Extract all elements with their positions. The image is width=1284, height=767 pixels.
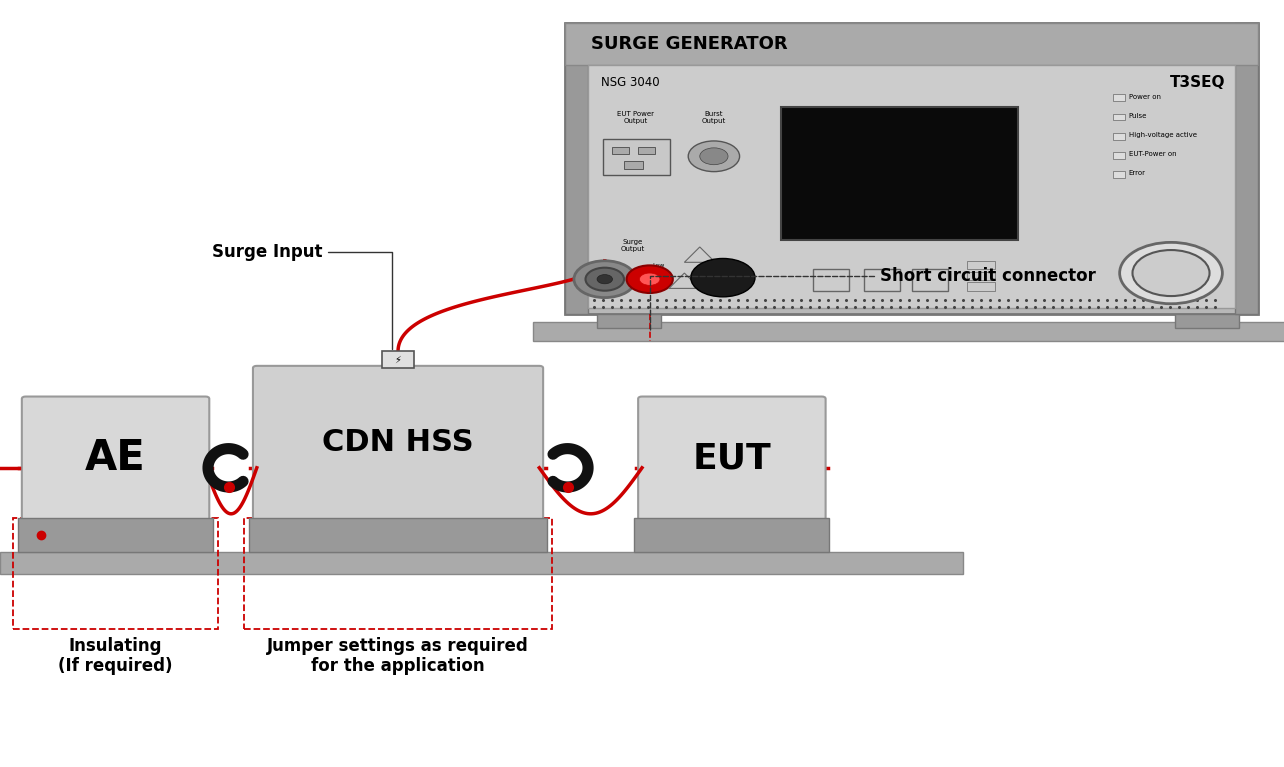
- Bar: [249, 518, 547, 552]
- Bar: [565, 23, 1258, 65]
- Circle shape: [1132, 250, 1210, 296]
- Bar: [18, 518, 213, 552]
- Bar: [244, 518, 552, 629]
- Text: EUT Power
Output: EUT Power Output: [618, 111, 654, 124]
- FancyBboxPatch shape: [638, 397, 826, 520]
- Bar: [597, 314, 661, 328]
- Bar: [1113, 114, 1125, 120]
- Text: High: High: [602, 263, 618, 268]
- Bar: [634, 518, 829, 552]
- Bar: [967, 282, 995, 291]
- Bar: [813, 269, 849, 291]
- Circle shape: [639, 273, 660, 285]
- Text: Pulse: Pulse: [1129, 113, 1147, 119]
- FancyBboxPatch shape: [253, 366, 543, 520]
- Bar: [967, 261, 995, 269]
- Text: AE: AE: [85, 437, 146, 479]
- Bar: [612, 147, 629, 154]
- Text: SURGE GENERATOR: SURGE GENERATOR: [591, 35, 787, 53]
- Text: CDN HSS: CDN HSS: [322, 429, 474, 457]
- Text: Burst
Output: Burst Output: [702, 111, 725, 124]
- Bar: [0, 552, 963, 574]
- Circle shape: [691, 258, 755, 297]
- Bar: [1113, 133, 1125, 140]
- Text: EUT-Power on: EUT-Power on: [1129, 151, 1176, 157]
- Text: ⚡: ⚡: [394, 354, 402, 365]
- Text: Surge Input: Surge Input: [212, 243, 392, 348]
- Bar: [533, 322, 1284, 341]
- Bar: [381, 351, 413, 368]
- Text: Jumper settings as required
for the application: Jumper settings as required for the appl…: [267, 637, 529, 676]
- Bar: [565, 23, 588, 314]
- Circle shape: [586, 268, 624, 291]
- Text: Insulating
(If required): Insulating (If required): [58, 637, 173, 676]
- Text: Short circuit connector: Short circuit connector: [650, 267, 1095, 331]
- Polygon shape: [669, 273, 700, 288]
- Bar: [1113, 171, 1125, 178]
- Polygon shape: [684, 247, 715, 262]
- Text: Error: Error: [1129, 170, 1145, 176]
- Bar: [1113, 152, 1125, 159]
- Circle shape: [1120, 242, 1222, 304]
- Text: Surge
Output: Surge Output: [621, 239, 645, 252]
- Text: Power on: Power on: [1129, 94, 1161, 100]
- Text: Low: Low: [652, 263, 665, 268]
- FancyBboxPatch shape: [22, 397, 209, 520]
- Bar: [1235, 23, 1258, 314]
- Text: EUT: EUT: [692, 441, 772, 476]
- Circle shape: [574, 261, 636, 298]
- Bar: [588, 65, 1235, 308]
- Bar: [967, 272, 995, 280]
- Circle shape: [700, 148, 728, 165]
- Bar: [603, 139, 670, 176]
- Bar: [864, 269, 900, 291]
- Bar: [624, 161, 643, 170]
- Circle shape: [597, 275, 612, 284]
- Bar: [1175, 314, 1239, 328]
- Bar: [781, 107, 1018, 240]
- Bar: [13, 518, 218, 629]
- Text: T3SEQ: T3SEQ: [1170, 74, 1225, 90]
- Text: NSG 3040: NSG 3040: [601, 76, 660, 88]
- Bar: [1113, 94, 1125, 101]
- Text: High-voltage active: High-voltage active: [1129, 132, 1197, 138]
- Bar: [638, 147, 655, 154]
- Circle shape: [688, 141, 740, 172]
- Bar: [912, 269, 948, 291]
- Bar: [565, 23, 1258, 314]
- Circle shape: [627, 265, 673, 293]
